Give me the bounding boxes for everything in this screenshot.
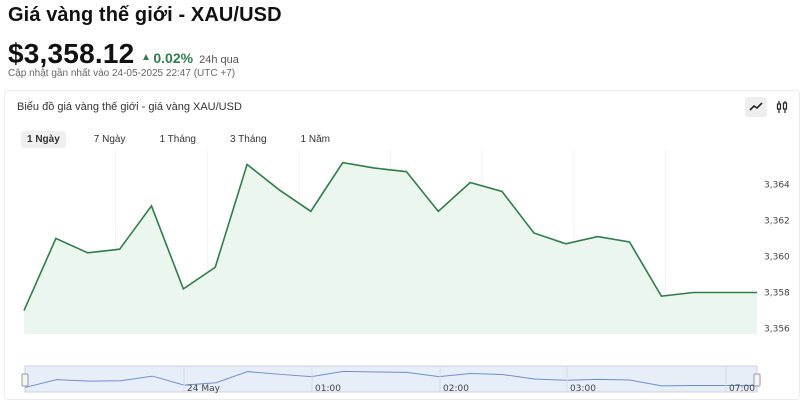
navigator-label: 01:00 bbox=[315, 384, 341, 394]
page-title: Giá vàng thế giới - XAU/USD bbox=[8, 4, 282, 26]
navigator-label: 03:00 bbox=[570, 384, 596, 394]
navigator-label: 07:00 bbox=[729, 384, 755, 394]
candlestick-icon bbox=[776, 101, 788, 113]
y-tick-label: 3,362 bbox=[764, 216, 790, 226]
up-arrow-icon bbox=[143, 54, 150, 60]
last-updated: Cập nhật gần nhất vào 24-05-2025 22:47 (… bbox=[8, 68, 236, 79]
y-tick-label: 3,360 bbox=[764, 252, 790, 262]
tab-1-month[interactable]: 1 Tháng bbox=[159, 134, 196, 145]
price-line bbox=[23, 161, 757, 311]
tab-3-months[interactable]: 3 Tháng bbox=[230, 134, 267, 145]
tab-7-days[interactable]: 7 Ngày bbox=[93, 134, 126, 145]
y-tick-label: 3,358 bbox=[764, 289, 790, 299]
navigator[interactable] bbox=[24, 365, 758, 393]
chart-mode-toggle bbox=[745, 97, 793, 117]
navigator-line bbox=[24, 370, 757, 388]
price-area bbox=[24, 162, 757, 334]
line-chart-icon bbox=[749, 102, 763, 111]
navigator-label: 02:00 bbox=[443, 384, 469, 394]
line-chart-button[interactable] bbox=[745, 97, 767, 117]
price-row: $3,358.12 0.02% 24h qua bbox=[8, 38, 239, 70]
change-period: 24h qua bbox=[199, 54, 239, 66]
y-tick-label: 3,356 bbox=[764, 325, 790, 335]
candlestick-button[interactable] bbox=[771, 97, 793, 117]
current-price: $3,358.12 bbox=[8, 38, 135, 69]
navigator-left-handle[interactable] bbox=[21, 373, 29, 387]
price-change: 0.02% bbox=[153, 50, 194, 66]
navigator-label: 24 May bbox=[187, 384, 221, 394]
y-tick-label: 3,364 bbox=[764, 180, 790, 190]
chart-title: Biểu đồ giá vàng thế giới - giá vàng XAU… bbox=[17, 101, 242, 113]
tab-1-day[interactable]: 1 Ngày bbox=[21, 131, 66, 148]
range-tabs: 1 Ngày 7 Ngày 1 Tháng 3 Tháng 1 Năm bbox=[21, 131, 354, 148]
tab-1-year[interactable]: 1 Năm bbox=[300, 134, 330, 145]
navigator-right-handle[interactable] bbox=[753, 373, 761, 387]
